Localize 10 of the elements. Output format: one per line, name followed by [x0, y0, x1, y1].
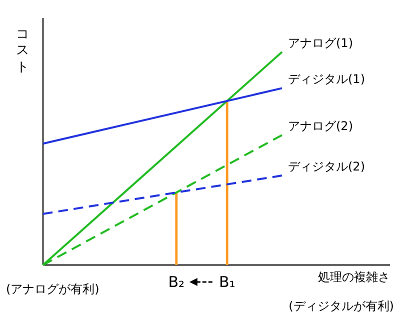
series-label: ディジタル(2) [288, 160, 365, 174]
series-label: ディジタル(1) [288, 72, 365, 86]
text: (ディジタルが有利) [288, 299, 394, 313]
text: B₁ [218, 273, 236, 291]
text: (アナログが有利) [6, 282, 100, 296]
text: B₂ [168, 273, 185, 291]
x-axis-title: 処理の複雑さ [318, 270, 390, 284]
series-label: アナログ(1) [288, 36, 353, 50]
series-label: アナログ(2) [288, 119, 353, 134]
y-axis-title: コスト [14, 22, 30, 73]
